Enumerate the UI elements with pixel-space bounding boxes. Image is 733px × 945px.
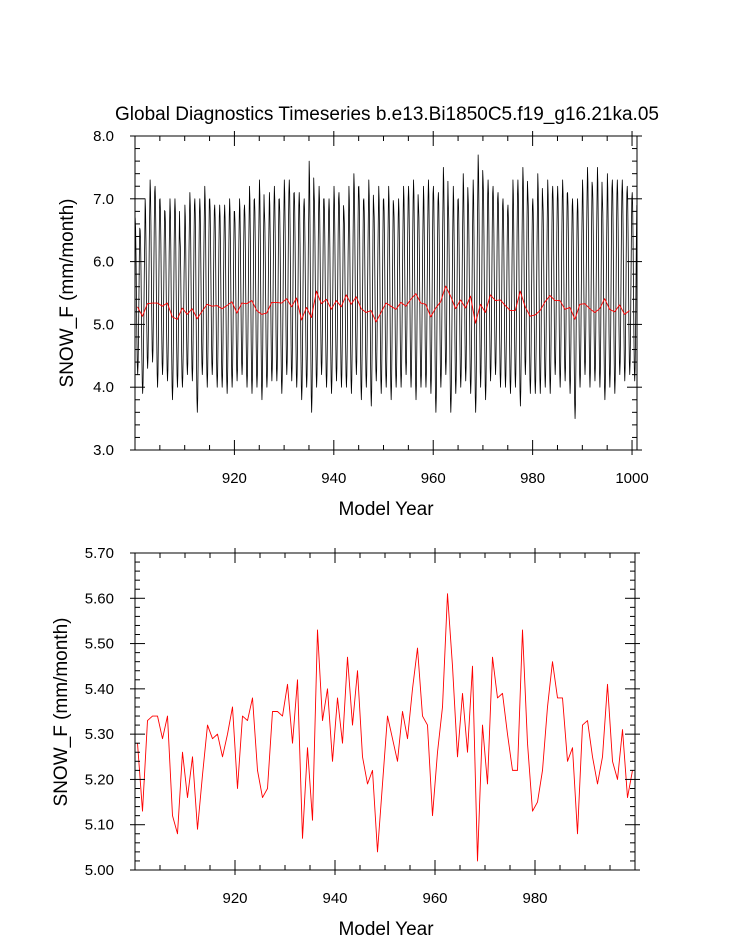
chart-bottom-frame: [134, 552, 636, 871]
chart-bottom-ticks: 920 940 960 980 5.00 5.10 5.20 5.30 5.40 5.50 5.60…: [85, 545, 640, 907]
chart-top: 920 940 960 980 1000 3.0 4.0 5.0 6.0 7.0 8.0 Model…: [57, 128, 649, 520]
bottom-series-annual-mean-line: [137, 593, 633, 862]
top-series-monthly-line: [134, 154, 638, 419]
chart-bottom-series: [137, 593, 633, 862]
chart-bottom: 920 940 960 980 5.00 5.10 5.20 5.30 5.40 5.50 5.60…: [51, 545, 640, 940]
bottom-ytick-label: 5.10: [85, 817, 114, 834]
top-ytick-label: 6.0: [93, 254, 114, 271]
top-ytick-label: 4.0: [93, 379, 114, 396]
bottom-ytick-label: 5.50: [85, 636, 114, 653]
chart-top-xlabel: Model Year: [338, 499, 434, 520]
chart-bottom-ylabel: SNOW_F (mm/month): [51, 618, 72, 807]
bottom-ytick-label: 5.70: [85, 545, 114, 562]
bottom-ytick-label: 5.30: [85, 726, 114, 743]
top-ytick-label: 7.0: [93, 191, 114, 208]
chart-top-ticks: 920 940 960 980 1000 3.0 4.0 5.0 6.0 7.0 8.0: [93, 128, 649, 487]
top-xtick-label: 960: [421, 470, 446, 487]
top-ytick-label: 3.0: [93, 442, 114, 459]
chart-bottom-xlabel: Model Year: [338, 919, 434, 940]
top-ytick-label: 5.0: [93, 316, 114, 333]
chart-top-series: [134, 154, 638, 419]
bottom-xtick-label: 960: [422, 890, 447, 907]
bottom-xtick-label: 940: [322, 890, 347, 907]
figure-title: Global Diagnostics Timeseries b.e13.Bi18…: [115, 104, 659, 125]
bottom-ytick-label: 5.60: [85, 590, 114, 607]
top-xtick-label: 940: [321, 470, 346, 487]
bottom-ytick-label: 5.20: [85, 771, 114, 788]
bottom-xtick-label: 980: [522, 890, 547, 907]
chart-top-frame: [134, 135, 638, 451]
top-series-annual-mean-line: [137, 285, 630, 324]
top-ytick-label: 8.0: [93, 128, 114, 145]
bottom-ytick-label: 5.40: [85, 681, 114, 698]
top-xtick-label: 980: [520, 470, 545, 487]
bottom-ytick-label: 5.00: [85, 862, 114, 879]
chart-top-ylabel: SNOW_F (mm/month): [57, 199, 78, 388]
bottom-xtick-label: 920: [222, 890, 247, 907]
top-xtick-label: 920: [222, 470, 247, 487]
top-xtick-label: 1000: [615, 470, 648, 487]
